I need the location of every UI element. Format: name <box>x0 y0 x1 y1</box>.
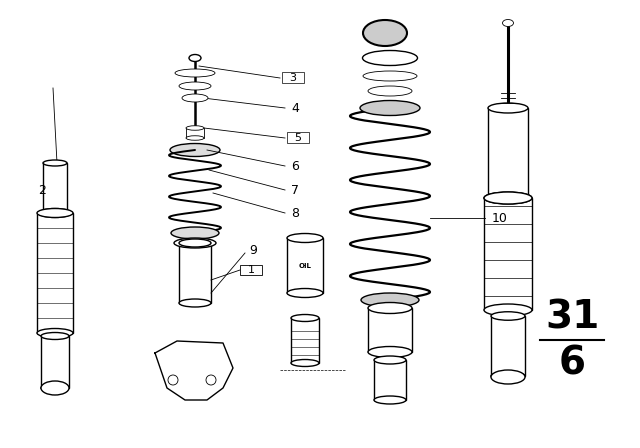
Ellipse shape <box>179 239 211 247</box>
Ellipse shape <box>41 381 69 395</box>
Ellipse shape <box>368 86 412 96</box>
Ellipse shape <box>491 312 525 320</box>
Text: 31: 31 <box>545 298 599 336</box>
Circle shape <box>168 375 178 385</box>
Ellipse shape <box>484 192 532 204</box>
Ellipse shape <box>363 71 417 81</box>
Ellipse shape <box>171 227 219 239</box>
Bar <box>488 108 528 198</box>
Ellipse shape <box>484 192 532 204</box>
Ellipse shape <box>287 233 323 242</box>
Ellipse shape <box>374 396 406 404</box>
Text: 9: 9 <box>249 244 257 257</box>
Ellipse shape <box>186 136 204 140</box>
Ellipse shape <box>189 55 201 61</box>
Bar <box>186 128 204 138</box>
Ellipse shape <box>179 82 211 90</box>
Ellipse shape <box>291 314 319 322</box>
Ellipse shape <box>368 346 412 358</box>
Text: 8: 8 <box>291 207 299 220</box>
Circle shape <box>206 375 216 385</box>
Bar <box>287 132 309 143</box>
Ellipse shape <box>368 302 412 314</box>
Text: 6: 6 <box>291 159 299 172</box>
Ellipse shape <box>39 208 71 217</box>
Bar <box>240 265 262 275</box>
Text: 5: 5 <box>294 133 301 143</box>
Bar <box>491 316 525 376</box>
Text: 1: 1 <box>248 265 255 275</box>
Ellipse shape <box>41 384 69 392</box>
Bar <box>41 336 69 388</box>
Bar <box>287 238 323 293</box>
Ellipse shape <box>41 332 69 340</box>
Ellipse shape <box>43 210 67 216</box>
Ellipse shape <box>484 304 532 316</box>
Bar <box>282 72 304 83</box>
Text: 2: 2 <box>38 184 46 197</box>
Ellipse shape <box>361 293 419 307</box>
Bar <box>43 163 67 213</box>
Text: 3: 3 <box>289 73 296 83</box>
Text: 7: 7 <box>291 184 299 197</box>
Ellipse shape <box>186 126 204 130</box>
Ellipse shape <box>37 208 73 217</box>
Ellipse shape <box>179 299 211 307</box>
Ellipse shape <box>491 372 525 380</box>
Ellipse shape <box>363 20 407 46</box>
Ellipse shape <box>362 51 417 65</box>
Ellipse shape <box>488 193 528 203</box>
Ellipse shape <box>37 328 73 337</box>
Bar <box>368 308 412 352</box>
Ellipse shape <box>287 289 323 297</box>
Bar <box>484 198 532 310</box>
Bar <box>179 243 211 303</box>
Bar <box>374 360 406 400</box>
Bar <box>291 318 319 363</box>
Ellipse shape <box>502 20 513 26</box>
Ellipse shape <box>43 160 67 166</box>
Ellipse shape <box>374 356 406 364</box>
Ellipse shape <box>360 100 420 116</box>
Ellipse shape <box>175 69 215 77</box>
Ellipse shape <box>491 370 525 384</box>
Text: 6: 6 <box>559 344 586 382</box>
Ellipse shape <box>291 359 319 366</box>
Bar <box>37 213 73 333</box>
Ellipse shape <box>174 238 216 248</box>
Text: 10: 10 <box>492 211 508 224</box>
Text: OIL: OIL <box>299 263 312 269</box>
Ellipse shape <box>182 94 208 102</box>
Ellipse shape <box>170 143 220 156</box>
Ellipse shape <box>488 103 528 113</box>
Text: 4: 4 <box>291 102 299 115</box>
